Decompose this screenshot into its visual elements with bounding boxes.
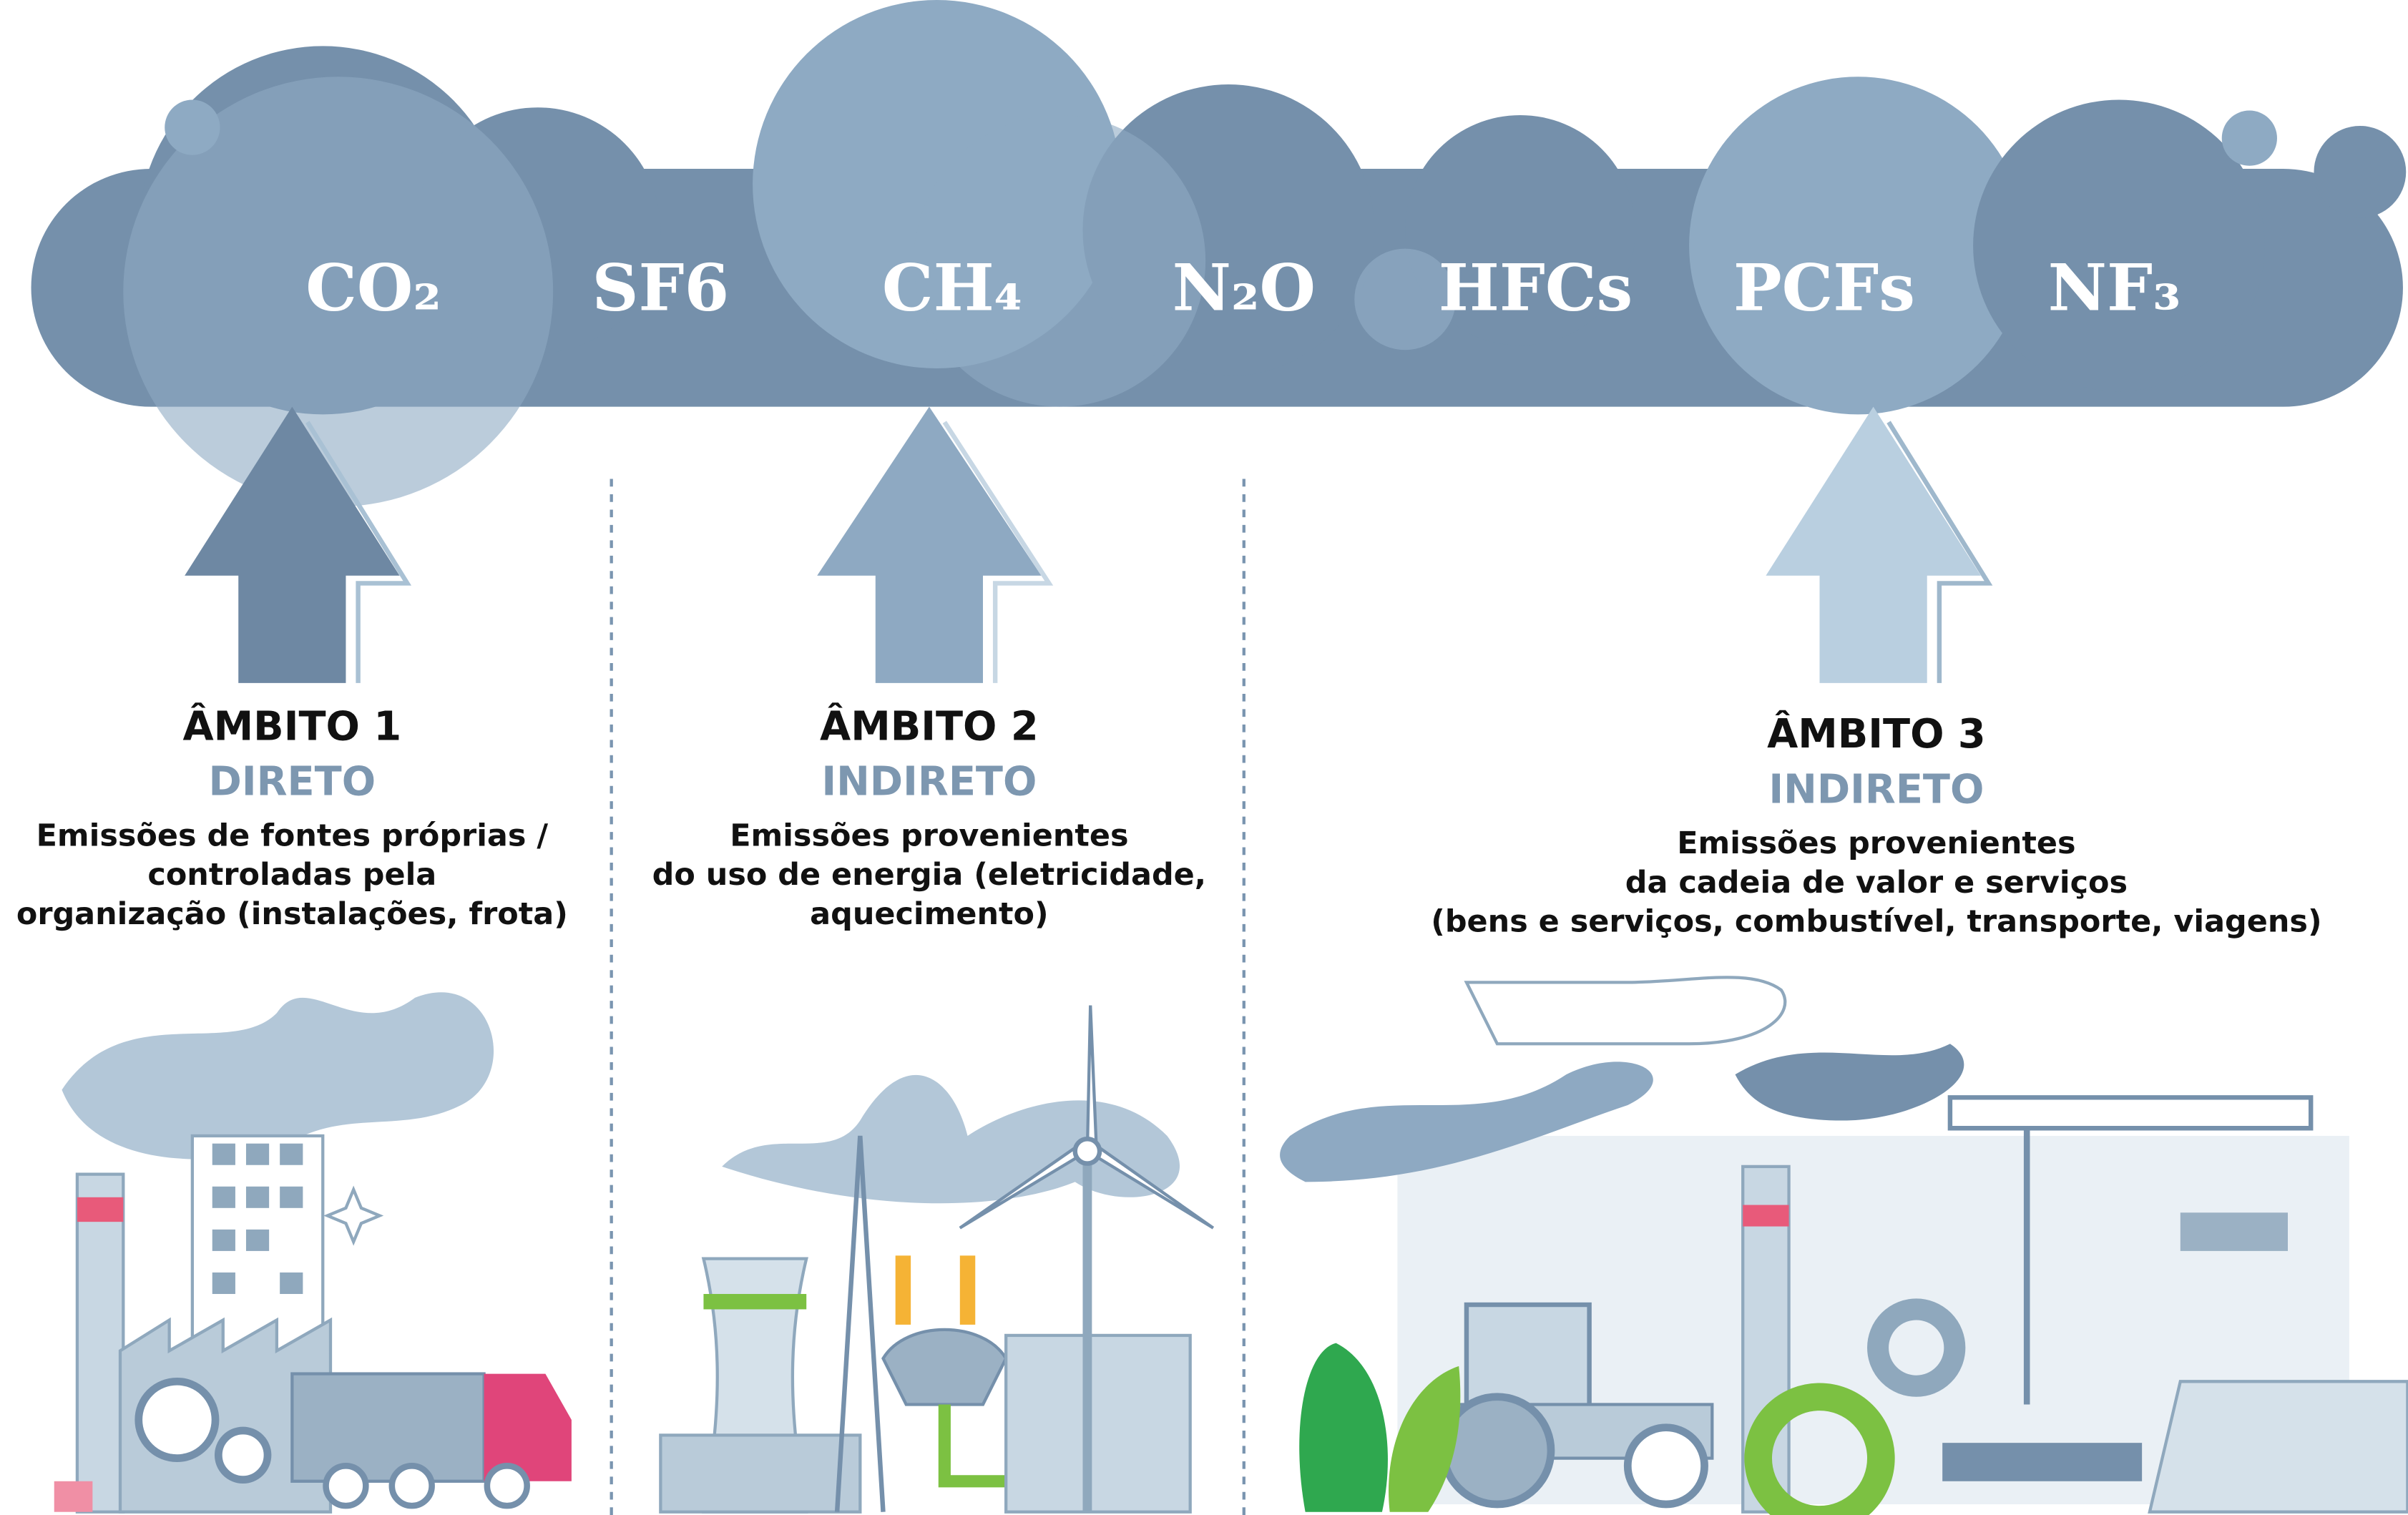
value-chain-illustration-part [1947,1095,2314,1131]
value-chain-illustration-part [1623,1423,1708,1509]
arrow-scope-3 [1766,406,1993,683]
factory-illustration-part [62,992,494,1159]
value-chain-illustration-part [1299,1343,1388,1512]
gas-label: CH₄ [882,250,1022,325]
value-chain-illustration-part [1464,976,1787,1046]
scope-description: da cadeia de valor e serviços [1625,865,2128,901]
scope-type: INDIRETO [821,759,1037,805]
factory-illustration-part-part [280,1143,303,1165]
cloud-part [1689,77,2027,415]
factory-illustration-part [290,1372,486,1483]
factory-illustration-part [212,1143,303,1294]
energy-illustration-part [722,1074,1180,1204]
cloud-part [1405,114,1635,345]
factory-illustration-part [134,1377,220,1462]
cloud-part [1354,248,1456,350]
scope-type: INDIRETO [1768,766,1984,813]
factory-illustration-part [214,1426,272,1484]
scope-title: ÂMBITO 3 [1767,711,1986,758]
factory-illustration-part-part [212,1143,235,1165]
value-chain-illustration-part [2148,1380,2408,1514]
energy-illustration-part [834,1135,886,1512]
factory-illustration-part-part [212,1229,235,1251]
scope-description: Emissões provenientes [1677,825,2075,861]
arrow-scope-2 [817,406,1054,683]
gas-label: PCFs [1733,250,1915,325]
cloud [31,0,2407,507]
scope-description: (bens e serviços, combustível, transport… [1431,904,2321,940]
gas-label: CO₂ [305,250,441,325]
gas-label: NF₃ [2048,250,2181,325]
value-chain-illustration-part [1743,1205,1789,1227]
cloud-part [123,77,554,507]
value-chain-illustration-part [1280,1062,1653,1182]
factory-illustration-part [484,1373,572,1481]
arrow-scope-2-part [817,406,1042,683]
factory-illustration-part [323,1463,369,1509]
factory-illustration-part [484,1463,530,1509]
energy-illustration-part [1072,1137,1102,1166]
cloud-part [2314,125,2407,218]
factory-illustration-part-part [212,1186,235,1208]
factory-illustration-part-part [245,1229,270,1251]
value-chain-illustration [1280,976,2408,1515]
scope-description: Emissões provenientes [730,818,1128,853]
value-chain-illustration-part [1744,1383,1895,1515]
gas-label: N₂O [1173,250,1316,325]
arrow-scope-3-part [1766,406,1981,683]
scope-type: DIRETO [209,759,376,805]
energy-illustration [659,1005,1215,1514]
energy-illustration-part [659,1433,862,1514]
factory-illustration [54,992,572,1514]
gas-label: HFCs [1439,250,1633,325]
scope-title: ÂMBITO 2 [820,703,1039,750]
scope-description: do uso de energia (eletricidade, [652,857,1206,893]
cloud-part [914,114,1206,407]
energy-illustration-part [959,1255,976,1325]
scope-description: organização (instalações, frota) [16,896,568,932]
cloud-part [2221,110,2277,166]
cloud-part [165,99,220,155]
value-chain-illustration-part [1735,1044,1964,1121]
value-chain-illustration-part [1942,1443,2143,1481]
factory-illustration-part [54,1481,93,1512]
value-chain-illustration-part [1389,1366,1461,1512]
scope-description: aquecimento) [810,896,1048,932]
energy-illustration-part [703,1293,807,1310]
factory-illustration-part [77,1197,124,1222]
cloud-part [1973,99,2265,392]
arrow-scope-1-part [185,406,400,683]
scope-description: Emissões de fontes próprias / [36,818,549,853]
factory-illustration-part-part [280,1186,303,1208]
scope-title: ÂMBITO 1 [183,703,402,750]
factory-illustration-part [388,1463,435,1509]
factory-illustration-part-part [245,1143,270,1165]
arrow-scope-3-part [1886,421,1993,683]
factory-illustration-part [75,1172,125,1514]
gas-label: SF6 [592,250,729,325]
arrow-scope-1 [185,406,412,683]
factory-illustration-part-part [212,1272,235,1294]
value-chain-illustration-part [2180,1212,2289,1251]
factory-illustration-part-part [280,1272,303,1294]
value-chain-illustration-part [1867,1298,1966,1397]
factory-illustration-part-part [245,1186,270,1208]
energy-illustration-part [895,1255,911,1325]
energy-illustration-part [1004,1333,1192,1514]
scope-description: controladas pela [147,857,436,893]
arrow-scope-2-part [942,421,1054,683]
factory-illustration-part [323,1185,384,1246]
arrow-scope-1-part [305,421,412,683]
energy-illustration-part [881,1328,1008,1406]
